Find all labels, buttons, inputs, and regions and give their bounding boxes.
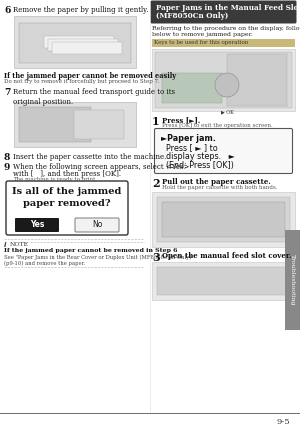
Text: with [   ], and then press [OK].: with [ ], and then press [OK]. bbox=[13, 170, 121, 178]
Text: 3: 3 bbox=[152, 252, 160, 263]
Text: See "Paper Jams in the Rear Cover or Duplex Unit (MF8050c dn Only)": See "Paper Jams in the Rear Cover or Dup… bbox=[4, 255, 194, 260]
Bar bbox=[19, 23, 131, 63]
Text: Yes: Yes bbox=[30, 220, 44, 229]
Text: If the jammed paper cannot be removed easily: If the jammed paper cannot be removed ea… bbox=[4, 72, 176, 80]
Bar bbox=[152, 192, 295, 247]
Bar bbox=[285, 230, 300, 330]
Polygon shape bbox=[48, 39, 118, 51]
Bar bbox=[152, 39, 295, 47]
Text: i: i bbox=[4, 242, 6, 248]
FancyBboxPatch shape bbox=[154, 128, 292, 173]
Polygon shape bbox=[44, 36, 114, 48]
Text: (p9-10) and remove the paper.: (p9-10) and remove the paper. bbox=[4, 261, 85, 266]
Text: (End: Press [OK]): (End: Press [OK]) bbox=[161, 161, 234, 170]
Text: ►Paper jam.: ►Paper jam. bbox=[161, 134, 216, 143]
Bar bbox=[74, 110, 124, 139]
Text: 7: 7 bbox=[4, 88, 10, 97]
Text: (MF8050Cn Only): (MF8050Cn Only) bbox=[156, 12, 228, 20]
Text: Pull out the paper cassette.: Pull out the paper cassette. bbox=[162, 178, 271, 186]
Text: ▶ OK: ▶ OK bbox=[220, 109, 233, 114]
Text: Hold the paper cassette with both hands.: Hold the paper cassette with both hands. bbox=[162, 185, 278, 190]
Text: NOTE: NOTE bbox=[10, 242, 29, 247]
Text: The machine is ready to print.: The machine is ready to print. bbox=[13, 177, 97, 182]
Text: Paper Jams in the Manual Feed Slot: Paper Jams in the Manual Feed Slot bbox=[156, 4, 300, 12]
Text: Keys to be used for this operation: Keys to be used for this operation bbox=[154, 40, 248, 45]
Bar bbox=[152, 262, 295, 300]
FancyBboxPatch shape bbox=[6, 181, 128, 235]
Text: If the jammed paper cannot be removed in Step 6: If the jammed paper cannot be removed in… bbox=[4, 248, 178, 253]
FancyBboxPatch shape bbox=[15, 218, 59, 232]
Text: Insert the paper cassette into the machine.: Insert the paper cassette into the machi… bbox=[13, 153, 166, 161]
Text: Open the manual feed slot cover.: Open the manual feed slot cover. bbox=[162, 252, 292, 260]
Bar bbox=[157, 267, 290, 295]
Text: Press [►].: Press [►]. bbox=[162, 116, 200, 124]
Bar bbox=[14, 102, 136, 147]
Text: 8: 8 bbox=[4, 153, 11, 162]
FancyBboxPatch shape bbox=[151, 0, 296, 23]
Bar bbox=[162, 73, 222, 103]
Bar bbox=[227, 54, 287, 106]
Text: When the following screen appears, select <Yes>: When the following screen appears, selec… bbox=[13, 163, 189, 171]
Bar bbox=[152, 49, 295, 111]
Polygon shape bbox=[52, 42, 122, 54]
Text: Troubleshooting: Troubleshooting bbox=[290, 254, 295, 306]
Circle shape bbox=[215, 73, 239, 97]
Text: Do not try to remove it forcefully but proceed to Step 7.: Do not try to remove it forcefully but p… bbox=[4, 79, 160, 84]
Bar bbox=[157, 197, 290, 242]
Text: 9: 9 bbox=[4, 163, 11, 172]
Text: Press [OK] to exit the operation screen.: Press [OK] to exit the operation screen. bbox=[162, 123, 273, 128]
Text: Referring to the procedure on the display, follow the steps: Referring to the procedure on the displa… bbox=[152, 26, 300, 31]
Text: below to remove jammed paper.: below to remove jammed paper. bbox=[152, 32, 253, 37]
Text: 9-5: 9-5 bbox=[276, 418, 290, 424]
Bar bbox=[14, 16, 136, 68]
Text: 2: 2 bbox=[152, 178, 160, 189]
Text: 6: 6 bbox=[4, 6, 11, 15]
Text: Is all of the jammed
paper removed?: Is all of the jammed paper removed? bbox=[12, 187, 122, 209]
Bar bbox=[162, 202, 285, 237]
Bar bbox=[155, 52, 292, 108]
FancyBboxPatch shape bbox=[75, 218, 119, 232]
Text: 1: 1 bbox=[152, 116, 160, 127]
Text: No: No bbox=[92, 220, 102, 229]
Text: Press [ ► ] to: Press [ ► ] to bbox=[161, 143, 218, 152]
Text: display steps.   ►: display steps. ► bbox=[161, 152, 235, 161]
Text: Return the manual feed transport guide to its
original position.: Return the manual feed transport guide t… bbox=[13, 88, 175, 106]
Text: Remove the paper by pulling it gently.: Remove the paper by pulling it gently. bbox=[13, 6, 148, 14]
Bar bbox=[19, 107, 91, 142]
